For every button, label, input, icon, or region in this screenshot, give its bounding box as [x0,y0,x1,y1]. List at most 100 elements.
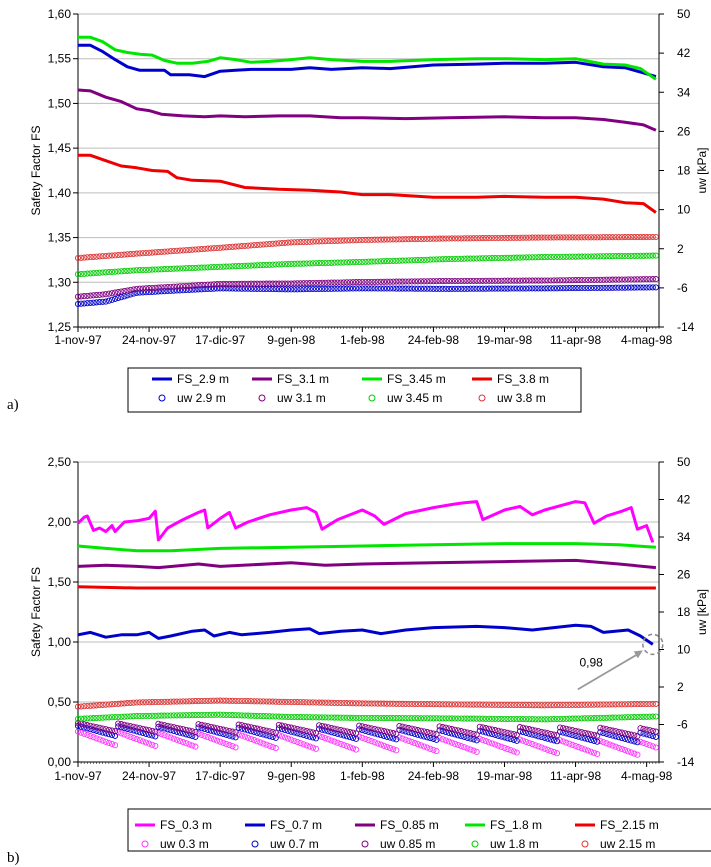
data-point [189,742,196,749]
data-point [618,729,625,736]
data-point [139,289,146,296]
data-point [285,735,292,742]
data-point [217,285,224,292]
data-point [139,729,146,737]
data-point [121,721,128,728]
data-point [405,700,412,707]
data-point [572,727,579,734]
data-point [584,276,591,284]
data-point [485,235,493,242]
data-point [396,236,403,243]
data-point [625,736,632,743]
data-point [331,714,338,721]
data-point [146,712,153,719]
data-point [383,743,391,750]
data-point [251,280,258,287]
data-point [133,728,140,735]
y2-axis-title: uw [kPa] [695,147,709,193]
data-point [142,289,150,296]
data-point [275,261,282,268]
data-point [105,290,112,297]
legend-box [127,808,711,852]
data-point [214,697,221,704]
series-uw-2-9-m [74,284,659,308]
data-point [560,738,567,745]
data-point [455,277,462,285]
data-point [170,735,177,742]
data-point [501,277,508,284]
data-point [349,729,357,736]
data-point [118,721,125,728]
data-point [550,285,557,292]
data-point [285,723,292,731]
data-point [535,702,542,709]
data-point [189,698,196,705]
data-point [133,736,140,743]
data-point [380,742,388,749]
data-point [334,726,341,733]
x-tick-label: 19-mar-98 [477,769,533,783]
data-point [473,277,480,284]
data-point [643,252,650,259]
data-point [180,283,187,290]
data-point [550,253,557,260]
data-point [142,266,150,273]
data-point [510,254,517,261]
data-point [513,731,520,738]
data-point [81,703,88,710]
data-point [192,728,199,736]
data-point [300,731,307,739]
series-line-fs-3-8-m [78,153,657,214]
data-point [349,285,357,292]
data-point [405,737,412,744]
data-point [362,258,369,265]
data-point [152,284,159,291]
data-point [501,285,508,292]
data-point [371,730,378,737]
data-point [424,278,431,285]
data-point [316,699,323,706]
data-point [328,279,335,286]
data-point [544,285,551,292]
data-point [260,740,267,747]
data-point [115,294,122,302]
data-point [285,713,292,720]
data-point [173,728,180,735]
data-point [365,737,372,744]
data-point [578,701,585,708]
data-point [365,258,372,265]
data-point [591,276,598,283]
panel-label: b) [7,850,20,866]
data-point [130,699,137,706]
data-point [612,276,619,283]
data-point [563,234,570,241]
data-point [306,699,313,706]
data-point [377,236,384,243]
data-point [402,236,409,243]
data-point [136,725,143,732]
series-line-fs-1-8-m [77,542,656,553]
data-point [340,259,347,266]
data-point [325,714,332,721]
data-point [112,700,119,708]
data-point [136,729,143,736]
data-point [442,285,449,292]
data-point [294,260,301,267]
data-point [223,697,230,704]
data-point [652,713,659,720]
data-point [226,263,233,270]
data-point [340,237,347,244]
data-point [442,728,449,736]
data-point [337,259,344,266]
data-point [516,254,523,261]
data-point [139,285,146,292]
data-point [575,744,582,751]
data-point [282,723,289,730]
data-point [192,286,199,293]
data-point [535,728,542,735]
data-point [399,236,406,243]
data-point [430,285,437,292]
data-point [217,697,224,704]
data-point [553,277,561,284]
data-point [124,722,131,729]
